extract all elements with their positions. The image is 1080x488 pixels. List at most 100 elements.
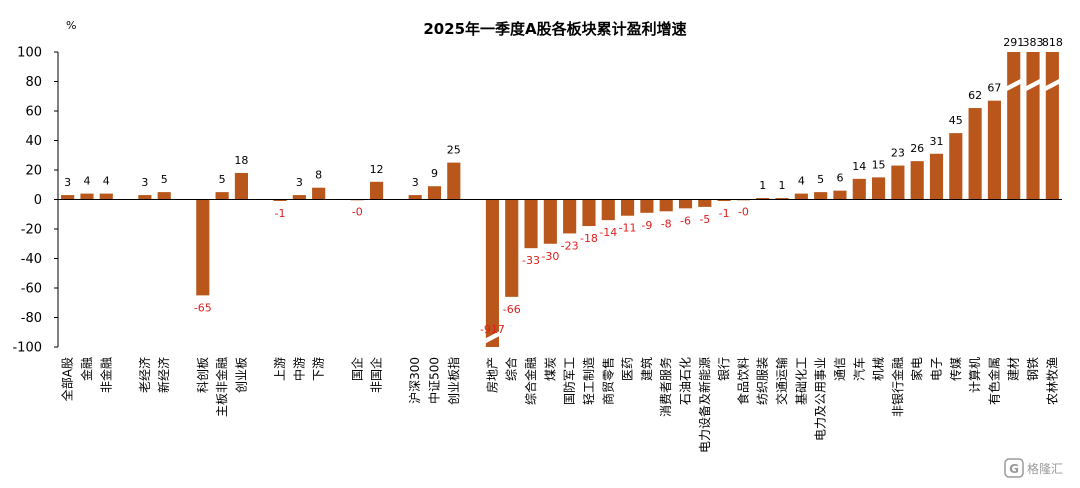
y-tick-label: 40 [25, 134, 42, 149]
value-label: 4 [798, 175, 805, 188]
bar [61, 195, 75, 200]
category-label: 消费者服务 [658, 357, 673, 417]
watermark-logo-icon [1004, 458, 1024, 478]
value-label: -1 [719, 207, 730, 220]
category-label: 国企 [349, 357, 364, 381]
category-label: 农林牧渔 [1045, 357, 1059, 405]
value-label: 26 [910, 142, 924, 155]
value-label: -6 [680, 214, 691, 227]
watermark-text: 格隆汇 [1027, 461, 1063, 476]
category-label: 计算机 [967, 357, 982, 393]
value-label: -66 [503, 303, 521, 316]
category-label: 中证500 [427, 357, 442, 404]
bar [601, 199, 615, 221]
category-label: 老经济 [137, 357, 152, 393]
value-label: -8 [661, 217, 672, 230]
bar [949, 133, 963, 200]
bar [891, 165, 905, 200]
bar [582, 199, 596, 227]
value-label: 383 [1023, 36, 1044, 49]
bar [80, 193, 94, 200]
bar [273, 199, 287, 201]
chart-title: 2025年一季度A股各板块累计盈利增速 [423, 20, 686, 38]
category-label: 医药 [621, 357, 635, 381]
category-label: 非银行金融 [890, 357, 905, 417]
value-label: -0 [352, 206, 363, 219]
value-label: 4 [103, 175, 110, 188]
category-label: 家电 [909, 357, 924, 381]
bar [814, 192, 828, 200]
value-label: -11 [619, 222, 637, 235]
value-label: 25 [447, 144, 461, 157]
bar [698, 199, 712, 207]
y-tick-label: 80 [25, 75, 42, 90]
value-label: -0 [738, 206, 749, 219]
bar [678, 199, 693, 209]
bar [717, 199, 731, 201]
bar [215, 192, 229, 200]
bar [833, 190, 847, 200]
bar [157, 192, 171, 200]
category-label: 银行 [717, 357, 731, 381]
value-label: 3 [141, 176, 148, 189]
value-label: 818 [1042, 36, 1063, 49]
bar [640, 199, 654, 213]
bar [910, 161, 924, 200]
y-tick-label: 20 [25, 164, 42, 179]
value-label: 14 [852, 160, 866, 173]
watermark-logo-glyph: G [1009, 462, 1019, 476]
category-label: 建筑 [639, 357, 654, 381]
y-tick-label: -60 [21, 282, 42, 297]
bar [543, 199, 557, 244]
bar [929, 153, 944, 200]
bar [621, 199, 635, 216]
bar [99, 193, 113, 200]
value-label: 9 [431, 167, 438, 180]
bar [234, 172, 248, 200]
value-label: 3 [64, 176, 71, 189]
category-label: 创业板指 [446, 357, 461, 405]
value-label: 8 [315, 169, 322, 182]
value-label: 67 [987, 82, 1001, 95]
category-label: 新经济 [156, 357, 171, 393]
y-tick-label: -40 [21, 252, 42, 267]
category-label: 钢铁 [1026, 357, 1040, 381]
category-label: 电力及公用事业 [814, 357, 828, 441]
category-label: 创业板 [234, 357, 248, 393]
value-label: -30 [541, 250, 559, 263]
value-label: -5 [699, 213, 710, 226]
value-label: -18 [580, 232, 598, 245]
category-label: 沪深300 [408, 357, 422, 404]
value-label: -1 [275, 207, 286, 220]
y-tick-label: 60 [25, 105, 42, 120]
category-label: 机械 [871, 357, 886, 381]
value-label: -917 [480, 323, 505, 336]
value-label: 18 [234, 154, 248, 167]
bar [447, 162, 461, 200]
value-label: 3 [412, 176, 419, 189]
value-label: 5 [219, 173, 226, 186]
category-label: 交通运输 [774, 357, 789, 405]
bar [987, 100, 1001, 200]
bar [427, 186, 442, 200]
value-label: 23 [891, 147, 905, 160]
value-label: 1 [779, 179, 786, 192]
category-label: 综合 [504, 357, 519, 381]
category-label: 基础化工 [794, 357, 808, 405]
bar [1045, 52, 1059, 200]
value-label: 62 [968, 89, 982, 102]
bar [1026, 52, 1040, 200]
bar [505, 199, 519, 297]
bar [196, 199, 210, 296]
bar [1007, 52, 1021, 200]
value-label: 1 [759, 179, 766, 192]
value-label: 45 [949, 114, 963, 127]
y-axis: 100 80 60 40 20 0 -20 -40 -60 -80 -100 [12, 46, 59, 356]
category-label: 非国企 [369, 357, 384, 393]
value-label: -9 [641, 219, 652, 232]
category-label: 石油石化 [679, 357, 693, 405]
category-label: 食品饮料 [735, 357, 750, 405]
category-label: 国防军工 [562, 357, 577, 405]
axis-break-mark [1043, 78, 1061, 93]
